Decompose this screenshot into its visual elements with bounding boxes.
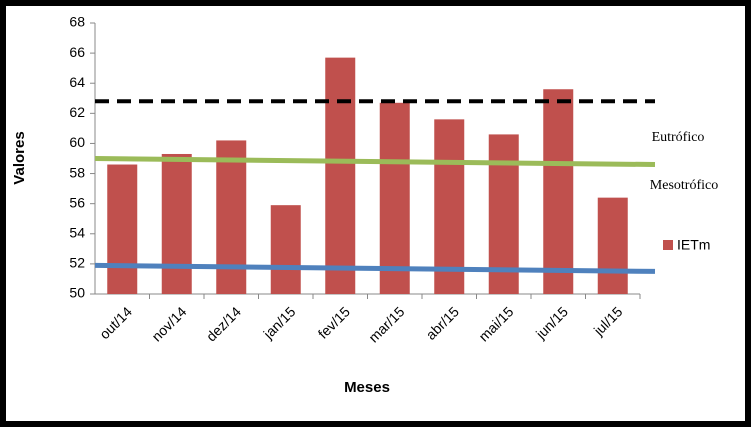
bar [161,153,192,294]
y-tick-label: 60 [69,134,85,150]
x-tick-label: jul/15 [590,303,626,339]
x-tick-label: mar/15 [365,303,407,345]
y-tick-label: 50 [69,285,85,301]
y-tick-label: 66 [69,44,85,60]
bar [107,164,138,294]
x-tick-label: dez/14 [203,303,244,344]
y-tick-label: 64 [69,74,85,90]
reference-line [94,156,656,168]
x-tick-label: nov/14 [148,303,189,344]
y-tick-label: 58 [69,164,85,180]
bar [543,89,574,294]
x-tick-label: fev/15 [315,303,353,341]
y-tick-label: 52 [69,255,85,271]
bar [270,205,301,294]
y-axis-title: Valores [11,131,28,184]
legend-swatch [663,240,673,250]
x-tick-label: jun/15 [532,303,571,342]
annotation: Eutrófico [652,130,705,145]
x-tick-label: abr/15 [423,303,463,343]
bar [597,197,628,294]
y-tick-label: 54 [69,224,85,240]
x-tick-label: mai/15 [475,303,516,344]
y-tick-label: 56 [69,194,85,210]
x-tick-label: jan/15 [259,303,298,342]
bar [434,119,465,294]
x-axis-title: Meses [344,379,390,396]
legend-label: IETm [677,237,710,253]
x-tick-label: out/14 [96,303,135,342]
bar [379,102,410,295]
y-tick-label: 62 [69,104,85,120]
y-tick-label: 68 [69,14,85,30]
bar [216,140,247,294]
bar [325,57,356,294]
chart: Valores Meses Eutrófico Mesotrófico 50 52… [6,6,745,421]
annotation: Mesotrófico [650,178,718,193]
reference-line [94,262,656,274]
